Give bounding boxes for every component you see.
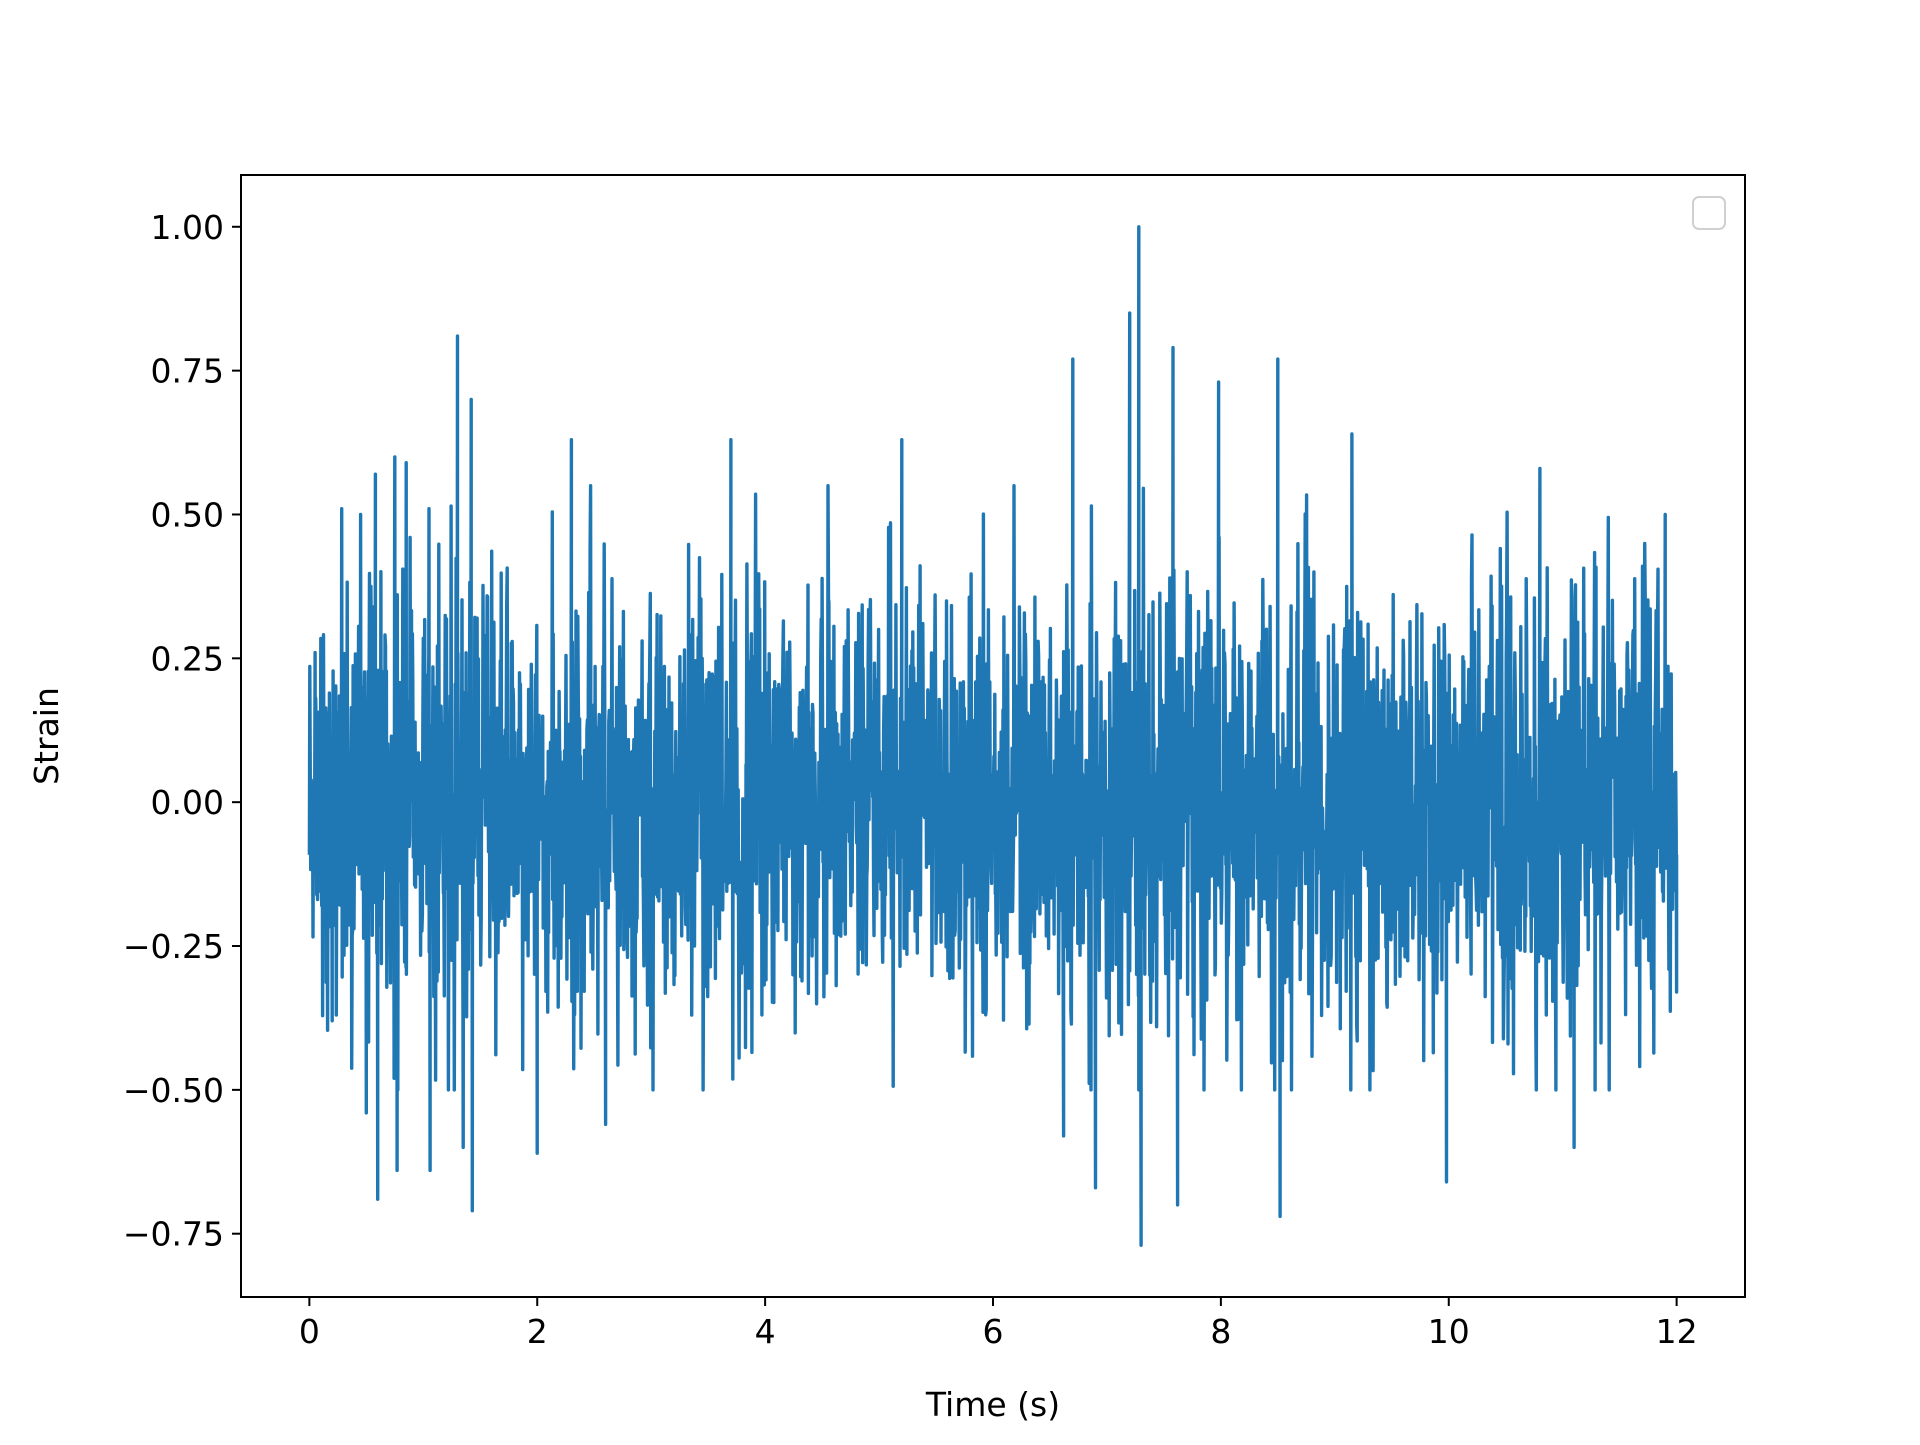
x-tick-label: 10 — [1428, 1312, 1470, 1351]
x-tick-label: 2 — [527, 1312, 548, 1351]
series-group — [307, 225, 1679, 1247]
y-tick-label: 0.50 — [151, 495, 224, 534]
x-tick-label: 4 — [755, 1312, 776, 1351]
y-tick-label: 1.00 — [151, 208, 224, 247]
strain-series-line — [307, 225, 1679, 1247]
y-axis-label: Strain — [27, 687, 66, 785]
x-tick-label: 0 — [299, 1312, 320, 1351]
y-tick-label: 0.00 — [151, 783, 224, 822]
y-tick-label: 0.75 — [151, 352, 224, 391]
y-tick-label: −0.75 — [123, 1215, 224, 1254]
x-axis-ticks: 0 2 4 6 8 10 12 — [299, 1297, 1698, 1351]
y-tick-label: −0.50 — [123, 1071, 224, 1110]
y-axis-ticks: 1.00 0.75 0.50 0.25 0.00 −0.25 −0.50 −0.75 — [123, 208, 241, 1254]
x-tick-label: 8 — [1210, 1312, 1231, 1351]
y-tick-label: 0.25 — [151, 639, 224, 678]
y-tick-label: −0.25 — [123, 927, 224, 966]
x-tick-label: 6 — [983, 1312, 1004, 1351]
x-axis-label: Time (s) — [925, 1385, 1060, 1424]
x-tick-label: 12 — [1656, 1312, 1698, 1351]
legend-box — [1692, 196, 1726, 230]
